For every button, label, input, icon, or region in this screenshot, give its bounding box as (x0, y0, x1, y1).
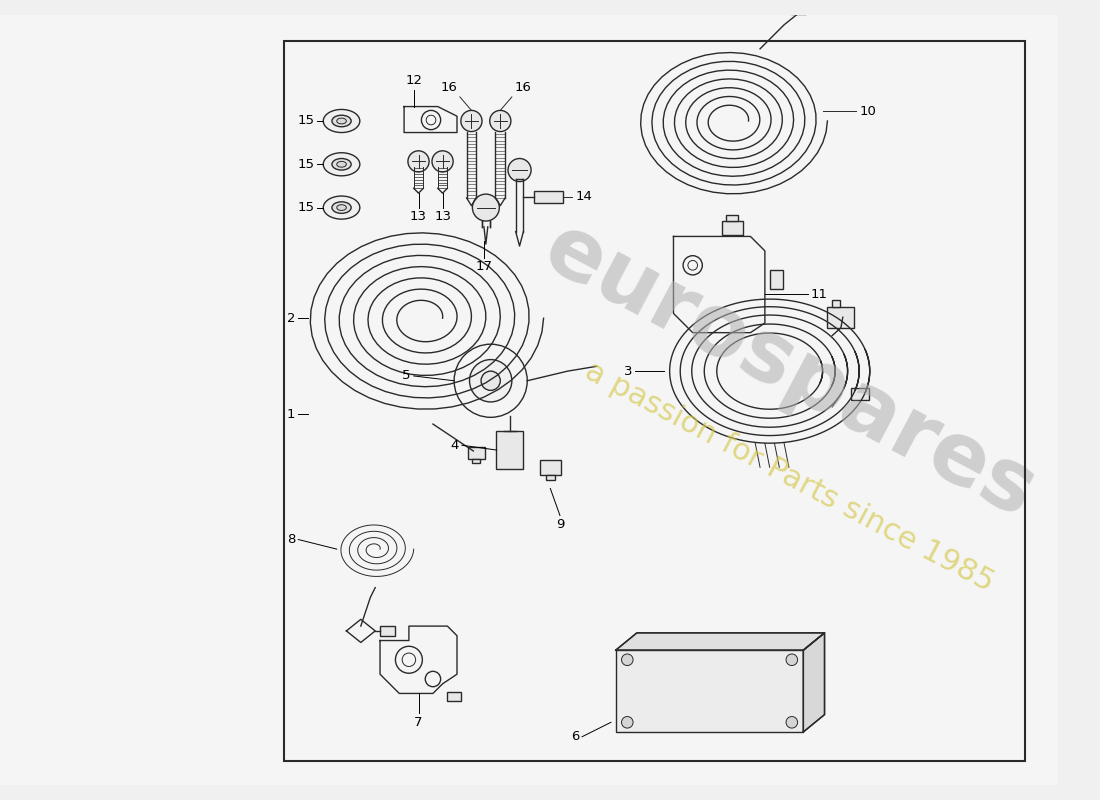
Text: 5: 5 (403, 370, 410, 382)
Text: 9: 9 (556, 518, 564, 531)
Text: 10: 10 (859, 105, 876, 118)
Text: 13: 13 (410, 210, 427, 223)
Ellipse shape (332, 158, 351, 170)
Text: 4: 4 (451, 438, 459, 452)
Text: 3: 3 (624, 365, 632, 378)
Bar (379, 626, 395, 636)
Text: 13: 13 (434, 210, 451, 223)
Ellipse shape (337, 162, 346, 167)
Circle shape (621, 717, 634, 728)
Text: 6: 6 (571, 730, 580, 743)
Text: 8: 8 (287, 533, 296, 546)
Ellipse shape (323, 110, 360, 133)
Circle shape (786, 654, 798, 666)
Ellipse shape (323, 153, 360, 176)
Bar (827, 306, 855, 328)
Bar (791, 1, 806, 14)
Circle shape (481, 371, 500, 390)
Circle shape (432, 151, 453, 172)
Text: 12: 12 (405, 74, 422, 87)
Bar (833, 300, 840, 306)
Bar (534, 191, 563, 202)
Circle shape (490, 110, 510, 131)
Text: eurospares: eurospares (529, 206, 1049, 536)
Circle shape (470, 359, 512, 402)
Circle shape (508, 158, 531, 182)
Circle shape (472, 194, 499, 221)
Text: 15: 15 (298, 158, 315, 170)
Bar (546, 475, 556, 480)
Polygon shape (803, 633, 825, 732)
Ellipse shape (337, 118, 346, 124)
Text: 16: 16 (440, 81, 456, 94)
Bar (540, 460, 561, 475)
Bar (284, 41, 1024, 761)
Text: 16: 16 (515, 81, 531, 94)
Bar (496, 430, 524, 470)
Text: 1: 1 (287, 408, 296, 421)
Circle shape (621, 654, 634, 666)
Bar (726, 215, 738, 221)
Ellipse shape (337, 205, 346, 210)
Bar (448, 691, 461, 701)
Circle shape (408, 151, 429, 172)
Text: 2: 2 (287, 312, 296, 325)
Text: 14: 14 (575, 190, 592, 203)
Bar (616, 650, 803, 732)
Circle shape (461, 110, 482, 131)
Text: 15: 15 (298, 201, 315, 214)
Text: a passion for Parts since 1985: a passion for Parts since 1985 (580, 357, 999, 598)
Ellipse shape (332, 202, 351, 214)
Bar (472, 458, 480, 463)
Text: 15: 15 (298, 114, 315, 127)
Circle shape (786, 717, 798, 728)
Bar (468, 447, 485, 458)
Circle shape (454, 344, 527, 418)
Text: 11: 11 (811, 288, 828, 301)
Ellipse shape (332, 115, 351, 126)
Text: 17: 17 (475, 261, 493, 274)
Bar (770, 270, 783, 290)
Bar (851, 389, 869, 400)
Bar (722, 221, 742, 234)
Text: 7: 7 (415, 715, 422, 729)
Ellipse shape (323, 196, 360, 219)
Polygon shape (616, 633, 825, 650)
